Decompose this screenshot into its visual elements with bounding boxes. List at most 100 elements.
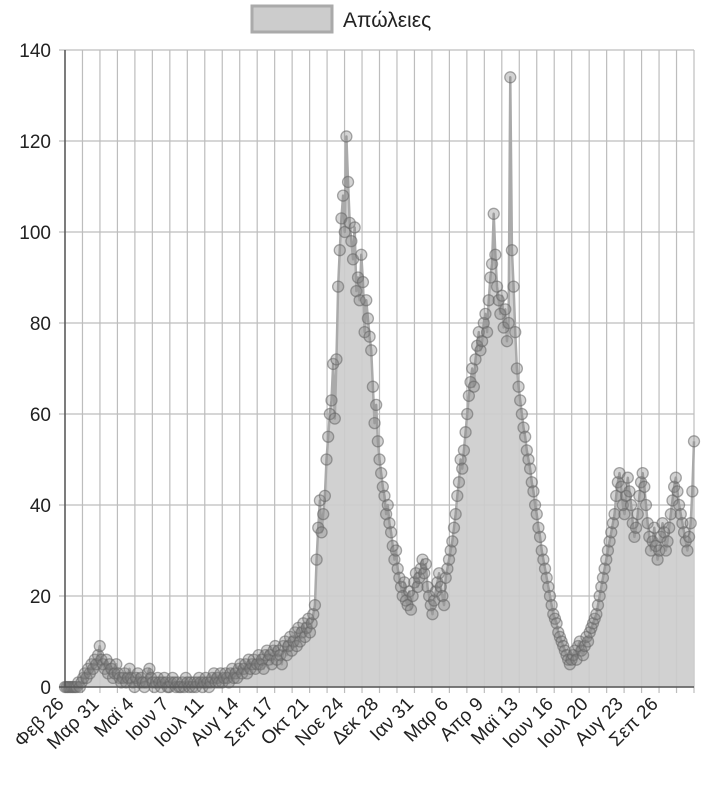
data-point[interactable]	[515, 407, 528, 421]
data-point[interactable]	[538, 562, 552, 575]
data-point[interactable]	[439, 571, 452, 584]
data-point[interactable]	[444, 544, 457, 557]
data-point[interactable]	[93, 639, 106, 653]
data-point[interactable]	[419, 558, 433, 571]
data-point[interactable]	[345, 234, 358, 248]
data-point[interactable]	[330, 353, 343, 366]
data-point[interactable]	[502, 316, 515, 330]
data-point[interactable]	[487, 207, 500, 220]
data-point[interactable]	[461, 407, 474, 421]
data-point[interactable]	[366, 380, 380, 393]
data-point[interactable]	[305, 617, 318, 630]
data-point[interactable]	[383, 517, 396, 530]
data-point[interactable]	[543, 589, 557, 603]
data-point[interactable]	[325, 394, 338, 407]
data-point[interactable]	[317, 507, 330, 521]
data-point[interactable]	[523, 462, 537, 475]
data-point[interactable]	[639, 498, 653, 512]
data-point[interactable]	[363, 330, 376, 343]
data-point[interactable]	[672, 498, 686, 512]
data-point[interactable]	[661, 535, 674, 548]
data-point[interactable]	[629, 521, 643, 534]
data-point[interactable]	[522, 453, 535, 466]
data-point[interactable]	[322, 430, 335, 443]
data-point[interactable]	[442, 553, 456, 566]
data-point[interactable]	[356, 275, 370, 289]
data-point[interactable]	[441, 562, 454, 575]
data-point[interactable]	[512, 380, 525, 393]
data-point[interactable]	[532, 521, 545, 534]
data-point[interactable]	[510, 362, 524, 375]
data-point[interactable]	[535, 544, 548, 557]
data-point[interactable]	[520, 444, 533, 457]
data-point[interactable]	[307, 608, 320, 621]
data-point[interactable]	[303, 626, 317, 639]
data-point[interactable]	[581, 635, 595, 648]
data-point[interactable]	[621, 471, 634, 484]
data-point[interactable]	[631, 507, 644, 521]
data-point[interactable]	[590, 608, 603, 621]
legend[interactable]: Απώλειες	[250, 4, 431, 34]
data-point[interactable]	[371, 435, 384, 448]
data-point[interactable]	[664, 507, 677, 521]
data-point[interactable]	[636, 466, 649, 480]
data-point[interactable]	[527, 485, 540, 498]
data-point[interactable]	[143, 662, 156, 675]
data-point[interactable]	[341, 175, 355, 189]
data-point[interactable]	[676, 517, 689, 530]
data-point[interactable]	[591, 598, 605, 612]
data-point[interactable]	[499, 303, 512, 316]
data-point[interactable]	[411, 580, 424, 594]
data-point[interactable]	[376, 480, 389, 493]
data-point[interactable]	[653, 544, 666, 557]
data-point[interactable]	[669, 471, 682, 484]
data-point[interactable]	[381, 498, 394, 512]
data-point[interactable]	[340, 130, 353, 143]
data-point[interactable]	[519, 430, 532, 443]
data-point[interactable]	[373, 453, 386, 466]
data-point[interactable]	[550, 617, 563, 630]
data-point[interactable]	[320, 453, 333, 466]
data-point[interactable]	[331, 280, 345, 293]
data-point[interactable]	[361, 312, 375, 325]
data-point[interactable]	[318, 489, 332, 503]
data-point[interactable]	[628, 530, 641, 543]
data-point[interactable]	[618, 507, 631, 521]
data-point[interactable]	[601, 544, 615, 557]
data-point[interactable]	[489, 248, 502, 261]
data-point[interactable]	[505, 244, 519, 257]
data-point[interactable]	[603, 535, 616, 548]
data-point[interactable]	[595, 580, 608, 594]
data-point[interactable]	[651, 553, 664, 566]
data-point[interactable]	[474, 344, 487, 357]
data-point[interactable]	[437, 598, 451, 612]
data-point[interactable]	[315, 526, 328, 539]
data-point[interactable]	[537, 553, 550, 566]
data-point[interactable]	[596, 571, 610, 584]
data-point[interactable]	[480, 325, 494, 339]
data-point[interactable]	[545, 598, 558, 612]
data-point[interactable]	[370, 398, 383, 412]
data-point[interactable]	[525, 476, 538, 489]
data-point[interactable]	[360, 294, 373, 307]
data-point[interactable]	[495, 289, 509, 302]
data-point[interactable]	[638, 480, 651, 493]
data-point[interactable]	[624, 498, 638, 512]
data-point[interactable]	[310, 553, 323, 566]
data-point[interactable]	[507, 280, 520, 293]
data-point[interactable]	[353, 294, 366, 307]
data-point[interactable]	[479, 307, 492, 321]
data-point[interactable]	[504, 71, 517, 84]
data-point[interactable]	[641, 517, 654, 530]
data-point[interactable]	[365, 344, 378, 357]
data-point[interactable]	[449, 507, 462, 521]
data-point[interactable]	[517, 421, 530, 434]
data-point[interactable]	[533, 530, 547, 543]
data-point[interactable]	[308, 598, 322, 612]
data-point[interactable]	[452, 476, 466, 489]
data-point[interactable]	[576, 649, 590, 662]
data-point[interactable]	[684, 517, 697, 530]
data-point[interactable]	[355, 248, 368, 261]
data-point[interactable]	[482, 294, 495, 307]
data-point[interactable]	[328, 412, 341, 425]
